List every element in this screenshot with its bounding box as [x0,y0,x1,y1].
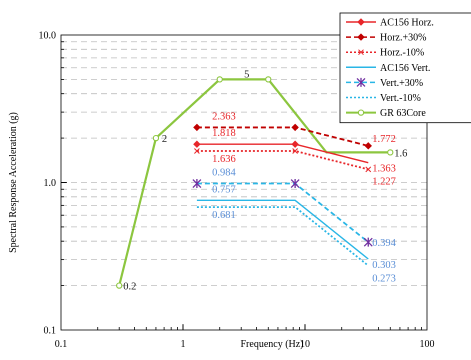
series-point-marker [291,140,299,148]
series-point-marker [194,148,200,154]
series-point-marker [152,134,160,142]
x-tick-label: 10 [300,339,310,350]
series-line [118,78,391,286]
series-point-marker [193,140,201,148]
series-gr63core [116,76,394,289]
series-vert_minus10 [196,206,369,267]
y-axis-label: Spectral Response Acceleration (g) [8,112,19,253]
series-line [196,150,369,171]
series-point-marker [357,18,365,26]
legend-label: AC156 Vert. [380,63,430,74]
legend-item-vert_minus10: Vert.-10% [346,93,421,104]
series-point-marker [265,76,272,83]
series-point-label: 5 [244,69,249,80]
series-horz_minus10 [194,148,372,173]
series-line [196,199,369,260]
legend-item-gr63core: GR 63Core [346,108,426,119]
x-tick-label: 0.1 [55,339,68,350]
x-axis-label: Frequency (Hz) [240,339,303,350]
series-point-marker [387,149,394,156]
series-point-marker [216,76,223,83]
axis-ticks: 0.1 1 10 100 0.1 1.0 10.0 [39,31,435,351]
series-point-label: 1.772 [372,134,396,145]
y-tick-label: 10.0 [39,31,57,42]
legend-label: AC156 Horz. [380,18,434,29]
series-point-label: 1.363 [372,164,396,175]
series-point-marker [364,142,372,150]
series-horz_plus30 [193,123,372,150]
legend-item-ac156_vert: AC156 Vert. [346,63,430,74]
series-point-marker [292,148,298,154]
series-point-label: 0.273 [372,274,396,285]
series-point-marker [357,33,365,41]
series-point-marker [291,123,299,132]
legend-item-horz_minus10: Horz.-10% [346,48,424,59]
series-layer [116,76,394,289]
legend-item-ac156_horz: AC156 Horz. [346,18,434,29]
x-tick-label: 100 [420,339,435,350]
series-point-label: 2.363 [212,111,236,122]
y-tick-label: 0.1 [44,326,57,337]
series-point-label: 0.984 [212,168,236,179]
point-labels: 0.2 2 5 1.6 0.681 0.273 0.757 0.303 0.984 0.394 1.… [123,69,407,292]
legend: AC156 Horz. Horz.+30% Horz.-10% AC156 Vert.… [339,12,471,124]
series-point-marker [290,179,300,189]
series-vert_plus30 [192,179,373,247]
series-point-marker [357,109,365,116]
series-point-label: 0.681 [212,210,236,221]
series-point-marker [116,282,123,289]
x-tick-label: 1 [181,339,186,350]
series-point-label: 0.303 [372,260,396,271]
legend-label: Vert.-10% [380,93,421,104]
legend-item-vert_plus30: Vert.+30% [346,77,423,89]
y-tick-label: 1.0 [44,178,57,189]
series-point-marker [358,49,364,56]
series-point-marker [193,123,201,132]
legend-label: GR 63Core [380,108,426,119]
series-point-label: 1.818 [212,128,236,139]
series-ac156_vert [196,199,369,260]
series-point-marker [192,179,202,189]
series-point-label: 0.394 [372,238,396,249]
series-point-label: 2 [162,134,167,145]
legend-label: Horz.+30% [380,33,426,44]
series-point-marker [363,237,373,247]
series-line [196,206,369,267]
legend-label: Vert.+30% [380,78,423,89]
series-point-label: 1.6 [394,148,407,159]
series-point-marker [365,166,372,173]
series-point-marker [356,77,366,87]
series-point-label: 0.2 [123,282,136,293]
legend-item-horz_plus30: Horz.+30% [346,33,426,44]
series-ac156_horz [193,140,369,164]
series-point-label: 1.636 [212,154,236,165]
series-point-label: 0.757 [212,184,236,195]
legend-label: Horz.-10% [380,48,424,59]
series-point-label: 1.227 [372,176,396,187]
